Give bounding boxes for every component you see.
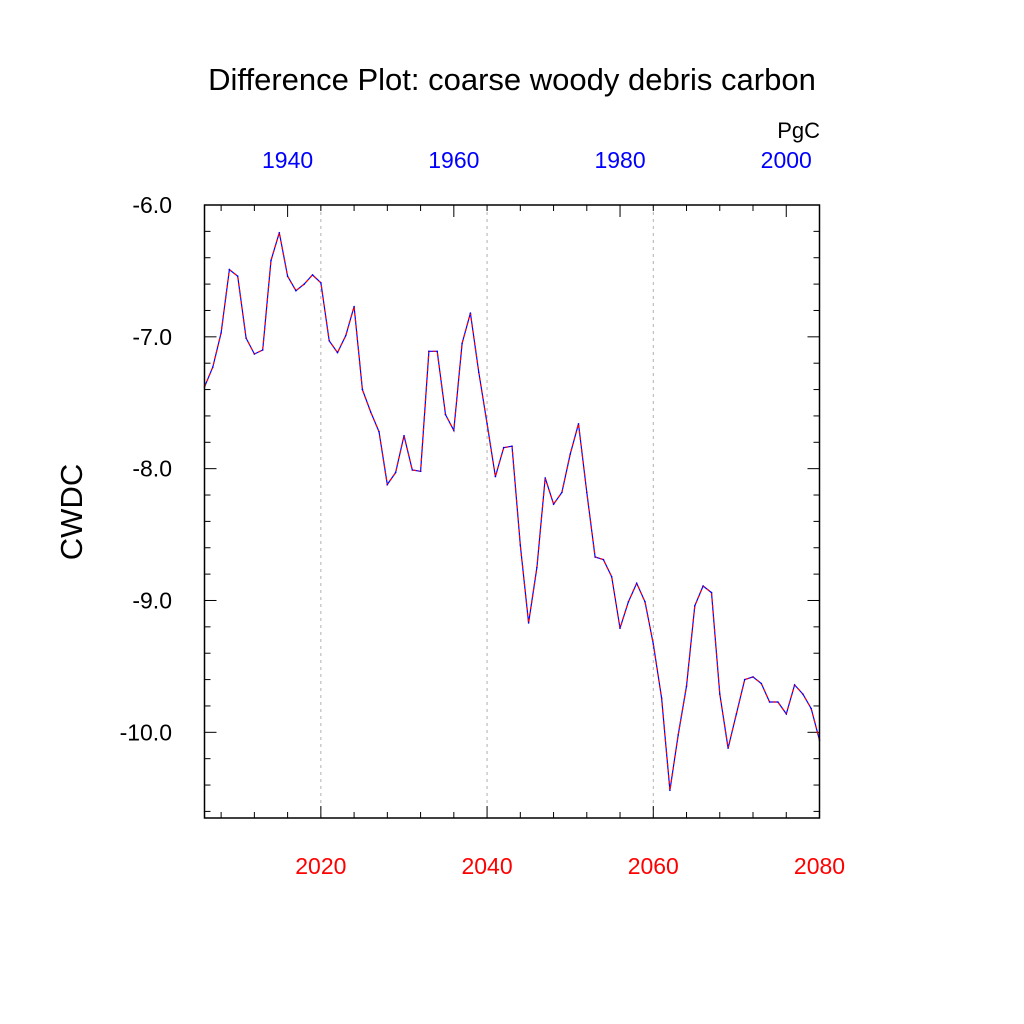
- data-point: [685, 685, 688, 687]
- data-point: [519, 544, 522, 546]
- data-point: [394, 471, 397, 474]
- data-point: [644, 601, 646, 603]
- series-line: [203, 232, 821, 791]
- y-tick-label: -9.0: [132, 587, 172, 613]
- y-axis-title: CWDC: [54, 464, 89, 560]
- data-point: [494, 475, 497, 478]
- data-point: [619, 627, 621, 629]
- data-point: [245, 337, 247, 339]
- data-point: [710, 591, 713, 594]
- grid-lines: [320, 205, 654, 818]
- y-tick-label: -7.0: [132, 324, 172, 350]
- data-point: [220, 332, 222, 334]
- data-point: [303, 283, 306, 285]
- data-point: [635, 582, 638, 585]
- data-point: [511, 445, 513, 448]
- data-point: [760, 682, 763, 685]
- x-tick-label: 2080: [794, 853, 845, 879]
- units-label: PgC: [777, 118, 820, 143]
- data-point: [278, 231, 281, 234]
- data-point: [361, 388, 364, 391]
- data-point: [735, 713, 738, 715]
- top-tick-label: 1960: [428, 147, 479, 173]
- data-point: [719, 693, 721, 695]
- data-point: [295, 289, 297, 292]
- data-point: [677, 734, 679, 736]
- data-point: [768, 701, 771, 703]
- data-point: [752, 676, 754, 678]
- data-point: [627, 601, 630, 603]
- data-point: [253, 353, 256, 355]
- data-point: [777, 701, 779, 703]
- data-point: [261, 349, 264, 351]
- data-point: [785, 713, 788, 715]
- data-point: [320, 282, 322, 284]
- x-tick-label: 2060: [628, 853, 679, 879]
- x-tick-label: 2020: [295, 853, 346, 879]
- data-point: [743, 678, 746, 681]
- data-point: [419, 470, 422, 473]
- data-point: [586, 491, 588, 494]
- top-tick-label: 1940: [262, 147, 313, 173]
- data-point: [469, 312, 472, 314]
- data-point: [569, 453, 571, 456]
- data-point: [793, 684, 796, 686]
- data-point: [286, 275, 289, 278]
- data-point: [669, 789, 671, 792]
- data-point: [810, 707, 812, 710]
- data-point: [478, 371, 480, 374]
- x-tick-label: 2040: [461, 853, 512, 879]
- data-point: [544, 477, 546, 479]
- data-point: [270, 259, 272, 262]
- data-point: [727, 747, 729, 749]
- data-point: [577, 423, 580, 425]
- top-tick-label: 2000: [761, 147, 812, 173]
- data-point: [561, 491, 563, 494]
- data-point: [453, 429, 455, 432]
- data-point: [345, 334, 347, 337]
- data-point: [702, 585, 704, 587]
- data-point: [461, 342, 463, 345]
- data-point: [602, 558, 605, 561]
- data-point: [369, 411, 372, 413]
- data-point: [353, 305, 355, 308]
- data-point: [428, 350, 430, 353]
- data-point: [328, 340, 331, 342]
- y-tick-label: -6.0: [132, 192, 172, 218]
- data-point: [436, 350, 439, 353]
- series-line-dashed: [203, 232, 821, 791]
- data-point: [336, 351, 339, 354]
- plot-frame: [203, 204, 821, 819]
- data-point: [228, 268, 231, 271]
- axis-ticks: [204, 204, 820, 818]
- data-point: [486, 423, 488, 425]
- data-point: [236, 275, 239, 278]
- y-tick-label: -10.0: [120, 719, 172, 745]
- data-point: [411, 469, 414, 471]
- data-point: [212, 366, 214, 368]
- y-tick-label: -8.0: [132, 456, 172, 482]
- data-point: [660, 697, 663, 699]
- data-point: [386, 483, 389, 486]
- data-point: [610, 576, 613, 578]
- data-point: [802, 693, 804, 695]
- data-point: [652, 643, 655, 645]
- data-point: [552, 503, 555, 506]
- data-point: [378, 430, 380, 433]
- data-point: [536, 566, 538, 569]
- data-series: [203, 231, 821, 792]
- data-point: [594, 556, 596, 558]
- data-point: [444, 413, 447, 416]
- data-point: [527, 622, 530, 624]
- tick-labels: 2020 2040 2060 2080 1940 1960 1980 2000 -6.0 -7.0…: [120, 147, 846, 879]
- data-point: [502, 446, 505, 449]
- data-point: [403, 434, 405, 437]
- top-tick-label: 1980: [594, 147, 645, 173]
- chart-title: Difference Plot: coarse woody debris car…: [208, 62, 816, 97]
- data-point: [694, 605, 696, 607]
- data-point: [311, 274, 314, 276]
